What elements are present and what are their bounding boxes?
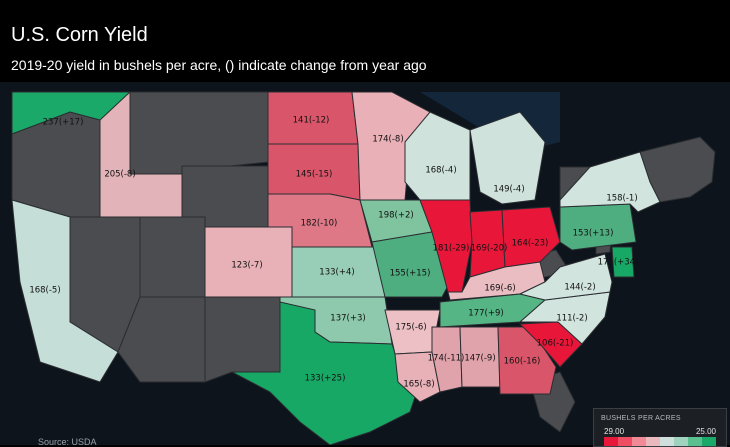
- state-layer[interactable]: [11, 90, 661, 445]
- label-ga: 160(-16): [504, 357, 541, 367]
- state-la[interactable]: [394, 351, 441, 403]
- state-de[interactable]: [611, 246, 635, 278]
- legend-swatch: [660, 437, 674, 446]
- legend-max-label: 25.00: [695, 427, 716, 436]
- legend: BUSHELS PER ACRES 29.00 25.00: [593, 408, 727, 447]
- label-in: 169(-20): [471, 244, 508, 254]
- chart-subtitle: 2019-20 yield in bushels per acre, () in…: [11, 57, 427, 73]
- state-mi[interactable]: [469, 111, 546, 205]
- label-nc: 111(-2): [556, 314, 587, 324]
- state-oh[interactable]: [501, 206, 561, 268]
- state-labels: 237(+17) 205(-8) 168(-5) 141(-12) 145(-1…: [29, 116, 638, 390]
- label-sc: 106(-21): [537, 339, 574, 349]
- state-pa[interactable]: [559, 203, 637, 251]
- label-la: 165(-8): [403, 380, 434, 390]
- no-data-states: [11, 91, 716, 433]
- label-ks: 133(+4): [319, 268, 354, 278]
- label-oh: 164(-23): [512, 239, 549, 249]
- legend-color-scale: [604, 437, 716, 446]
- state-ms[interactable]: [431, 326, 463, 393]
- legend-swatch: [674, 437, 688, 446]
- us-map[interactable]: 237(+17) 205(-8) 168(-5) 141(-12) 145(-1…: [0, 82, 730, 445]
- label-ar: 175(-6): [395, 323, 426, 333]
- legend-swatch: [604, 437, 618, 446]
- label-il: 181(-29): [433, 244, 470, 254]
- chart-title: U.S. Corn Yield: [11, 24, 148, 46]
- source-note: Source: USDA: [38, 437, 97, 447]
- label-ne: 182(-10): [301, 219, 338, 229]
- label-ca: 168(-5): [29, 286, 60, 296]
- label-wa: 237(+17): [43, 118, 84, 128]
- label-id: 205(-8): [104, 170, 135, 180]
- label-al: 147(-9): [464, 354, 495, 364]
- state-mo[interactable]: [371, 231, 451, 298]
- label-ms: 174(-11): [428, 354, 465, 364]
- label-wi: 168(-4): [425, 166, 456, 176]
- state-id[interactable]: [99, 90, 183, 218]
- label-mi: 149(-4): [493, 185, 524, 195]
- label-mn: 174(-8): [372, 135, 403, 145]
- label-pa: 153(+13): [573, 229, 614, 239]
- state-tx[interactable]: [231, 301, 421, 445]
- label-co: 123(-7): [231, 261, 262, 271]
- legend-swatch: [702, 437, 716, 446]
- label-nd: 141(-12): [293, 116, 330, 126]
- label-ny: 158(-1): [606, 194, 637, 204]
- legend-min-label: 29.00: [604, 427, 625, 436]
- label-tn: 177(+9): [468, 309, 503, 319]
- label-tx: 133(+25): [305, 374, 346, 384]
- label-de: 171(+34): [598, 258, 639, 268]
- label-mo: 155(+15): [390, 269, 431, 279]
- label-ky: 169(-6): [484, 284, 515, 294]
- state-va[interactable]: [518, 253, 613, 301]
- legend-title: BUSHELS PER ACRES: [601, 415, 681, 422]
- legend-swatch: [618, 437, 632, 446]
- label-ia: 198(+2): [378, 211, 413, 221]
- map-area[interactable]: 237(+17) 205(-8) 168(-5) 141(-12) 145(-1…: [0, 82, 730, 445]
- state-ca[interactable]: [11, 199, 119, 383]
- legend-swatch: [646, 437, 660, 446]
- label-sd: 145(-15): [296, 170, 333, 180]
- legend-swatch: [632, 437, 646, 446]
- state-ny[interactable]: [559, 151, 661, 213]
- legend-swatch: [688, 437, 702, 446]
- label-va: 144(-2): [564, 283, 595, 293]
- label-ok: 137(+3): [330, 314, 365, 324]
- state-ky[interactable]: [447, 261, 546, 301]
